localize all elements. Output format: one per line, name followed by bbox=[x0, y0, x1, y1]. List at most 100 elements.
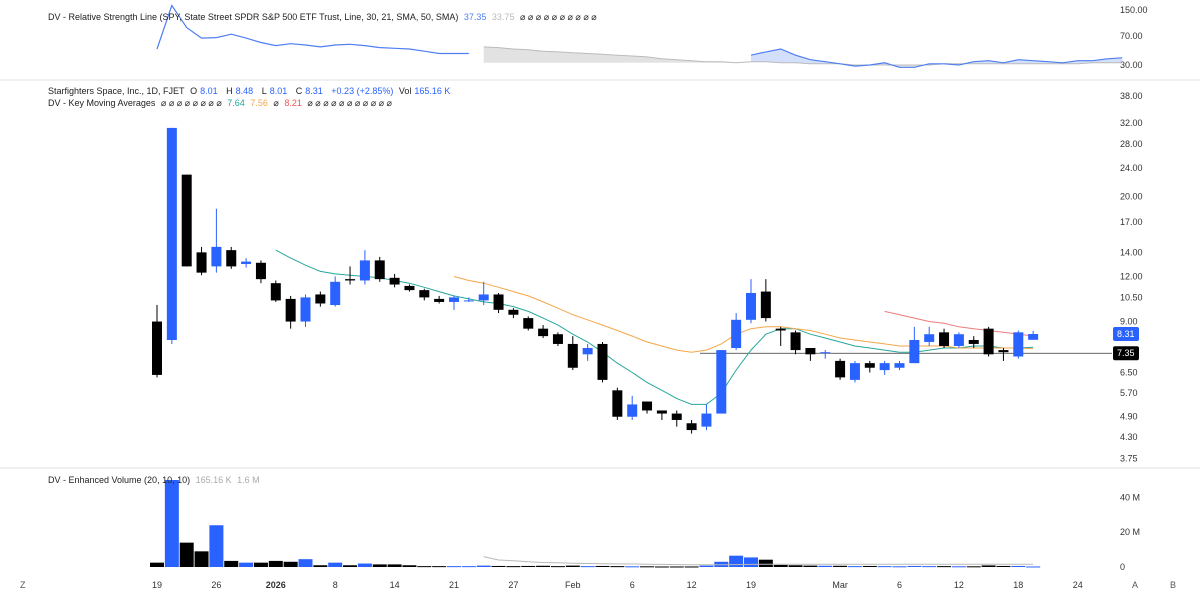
volume-bar bbox=[521, 565, 536, 567]
volume-bar bbox=[1026, 566, 1041, 568]
volume-legend: DV - Enhanced Volume (20, 10, 10) 165.16… bbox=[48, 475, 263, 485]
price-y-tick-label: 20.00 bbox=[1120, 192, 1143, 202]
price-y-tick-label: 32.00 bbox=[1120, 118, 1143, 128]
volume-ma-line bbox=[483, 556, 1034, 566]
x-tick-label: 27 bbox=[508, 580, 518, 590]
volume-bar bbox=[937, 566, 952, 568]
volume-bar bbox=[343, 565, 358, 567]
candle-body bbox=[389, 277, 400, 285]
volume-bar bbox=[907, 565, 922, 567]
x-tick-label: 19 bbox=[746, 580, 756, 590]
volume-bar bbox=[372, 564, 387, 567]
volume-bar bbox=[922, 566, 937, 568]
volume-bar bbox=[491, 565, 506, 567]
volume-legend-value-1: 165.16 K bbox=[195, 475, 232, 485]
scale-mode-button[interactable]: B bbox=[1170, 580, 1177, 590]
price-y-tick-label: 6.50 bbox=[1120, 367, 1138, 377]
zoom-reset-button[interactable]: Z bbox=[20, 580, 26, 590]
volume-bar bbox=[773, 564, 788, 567]
kma-legend-value-3: 8.21 bbox=[284, 98, 302, 108]
rsl-y-tick-label: 150.00 bbox=[1120, 5, 1148, 15]
volume-bar bbox=[328, 562, 343, 567]
volume-bar bbox=[565, 565, 580, 567]
volume-bar bbox=[283, 561, 298, 567]
volume-bar bbox=[313, 565, 328, 567]
kma-legend-empty-values-2: ⌀ ⌀ ⌀ ⌀ ⌀ ⌀ ⌀ ⌀ ⌀ ⌀ ⌀ bbox=[307, 98, 392, 108]
volume-bar bbox=[402, 565, 417, 567]
candle-body bbox=[493, 294, 504, 310]
volume-bar bbox=[536, 565, 551, 567]
main-legend: Starfighters Space, Inc., 1D, FJET O 8.01… bbox=[48, 86, 456, 96]
last-price-tag bbox=[1113, 327, 1139, 342]
candle-body bbox=[998, 350, 1009, 353]
rsl-legend: DV - Relative Strength Line (SPY, State … bbox=[48, 12, 600, 23]
auto-scale-button[interactable]: A bbox=[1132, 580, 1139, 590]
rsl-y-tick-label: 30.00 bbox=[1120, 60, 1143, 70]
level-price-tag-label: 7.35 bbox=[1117, 348, 1135, 358]
last-price-tag-label: 8.31 bbox=[1117, 329, 1135, 339]
candle-body bbox=[270, 283, 281, 301]
price-y-tick-label: 24.00 bbox=[1120, 163, 1143, 173]
candle-body bbox=[790, 332, 801, 351]
kma-legend-value-1: 7.64 bbox=[227, 98, 245, 108]
candle-body bbox=[523, 318, 534, 329]
volume-bar bbox=[669, 566, 684, 568]
candle-body bbox=[775, 328, 786, 331]
ohlc-open: O 8.01 bbox=[190, 86, 218, 96]
volume-bar bbox=[818, 565, 833, 567]
kma-legend-value-2: 7.56 bbox=[250, 98, 268, 108]
volume-bar bbox=[654, 566, 669, 568]
x-tick-label: Mar bbox=[832, 580, 848, 590]
candle-body bbox=[924, 334, 935, 342]
rsl-ma-line bbox=[483, 46, 1123, 66]
candle-body bbox=[642, 401, 653, 411]
price-y-tick-label: 12.00 bbox=[1120, 272, 1143, 282]
candle-body bbox=[181, 174, 192, 267]
rsl-legend-empty-values: ⌀ ⌀ ⌀ ⌀ ⌀ ⌀ ⌀ ⌀ ⌀ ⌀ bbox=[519, 12, 597, 22]
volume-bar bbox=[996, 565, 1011, 567]
price-y-tick-label: 4.90 bbox=[1120, 412, 1138, 422]
candle-body bbox=[686, 423, 697, 431]
volume-bar bbox=[179, 542, 194, 567]
candle-body bbox=[909, 339, 920, 364]
volume-bar bbox=[580, 566, 595, 568]
rsl-legend-value-1: 37.35 bbox=[463, 12, 487, 22]
rsl-fill-segment bbox=[795, 55, 811, 64]
candle-body bbox=[255, 262, 266, 280]
candle-body bbox=[374, 260, 385, 280]
candle-body bbox=[567, 343, 578, 368]
volume-bar bbox=[758, 559, 773, 567]
candle-body bbox=[152, 321, 162, 375]
x-tick-label: 14 bbox=[390, 580, 400, 590]
volume-bar bbox=[966, 566, 981, 568]
candle-body bbox=[166, 127, 177, 340]
volume-readout: Vol 165.16 K bbox=[398, 86, 451, 96]
x-tick-label: 6 bbox=[630, 580, 635, 590]
volume-bar bbox=[981, 565, 996, 567]
candle-body bbox=[894, 363, 905, 368]
time-axis[interactable]: 19 26 2026 8 14 21 27 Feb 6 12 19 Mar 6 12 18 24 bbox=[152, 580, 1083, 590]
rsl-fill-segment bbox=[869, 62, 885, 65]
candle-body bbox=[731, 319, 742, 349]
candle-body bbox=[300, 297, 311, 322]
candle-body bbox=[241, 261, 252, 264]
candle-body bbox=[419, 290, 430, 298]
volume-bar bbox=[833, 565, 848, 567]
kma-legend-empty-values-1: ⌀ ⌀ ⌀ ⌀ ⌀ ⌀ ⌀ ⌀ bbox=[160, 98, 222, 108]
volume-legend-value-2: 1.6 M bbox=[237, 475, 260, 485]
price-y-tick-label: 9.00 bbox=[1120, 317, 1138, 327]
price-y-tick-label: 10.50 bbox=[1120, 292, 1143, 302]
volume-bar bbox=[595, 565, 610, 567]
candle-body bbox=[196, 252, 207, 273]
volume-bar bbox=[447, 566, 461, 568]
volume-bar bbox=[744, 557, 758, 567]
candle-body bbox=[359, 260, 370, 281]
ohlc-change: +0.23 (+2.85%) bbox=[331, 86, 394, 96]
candle-body bbox=[345, 279, 356, 281]
price-y-tick-label: 17.00 bbox=[1120, 217, 1143, 227]
rsl-fill-segment bbox=[780, 48, 796, 63]
price-y-tick-label: 4.30 bbox=[1120, 432, 1138, 442]
price-y-tick-label: 28.00 bbox=[1120, 139, 1143, 149]
x-tick-label: 12 bbox=[687, 580, 697, 590]
